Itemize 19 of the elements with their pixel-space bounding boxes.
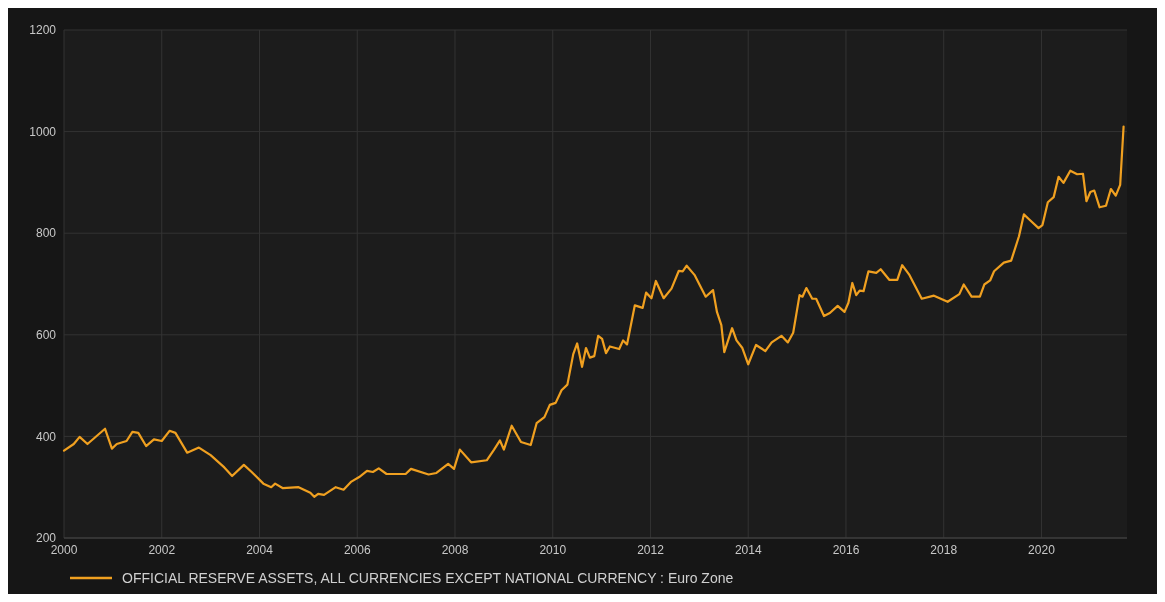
y-tick-label: 600 [35, 328, 57, 342]
x-tick-label: 2006 [343, 543, 371, 557]
y-tick-label: 1200 [29, 23, 57, 38]
x-tick-label: 2010 [539, 543, 567, 557]
x-tick-label: 2012 [637, 543, 665, 557]
y-tick-label: 200 [35, 531, 57, 546]
x-tick-label: 2008 [441, 543, 469, 557]
x-tick-label: 2018 [930, 543, 958, 557]
line-series [62, 125, 1125, 498]
legend-label: OFFICIAL RESERVE ASSETS, ALL CURRENCIES EXCEPT NATIONAL CURRENCY : Euro Zone [122, 569, 734, 586]
x-tick-label: 2020 [1028, 543, 1056, 557]
y-tick-label: 400 [35, 429, 57, 444]
y-tick-label: 800 [35, 226, 57, 241]
x-tick-label: 2016 [832, 543, 860, 557]
x-tick-label: 2004 [246, 543, 274, 557]
y-tick-label: 1000 [29, 124, 57, 139]
x-tick-label: 2002 [148, 543, 176, 557]
x-tick-label: 2000 [50, 543, 78, 557]
x-tick-label: 2014 [734, 543, 762, 557]
